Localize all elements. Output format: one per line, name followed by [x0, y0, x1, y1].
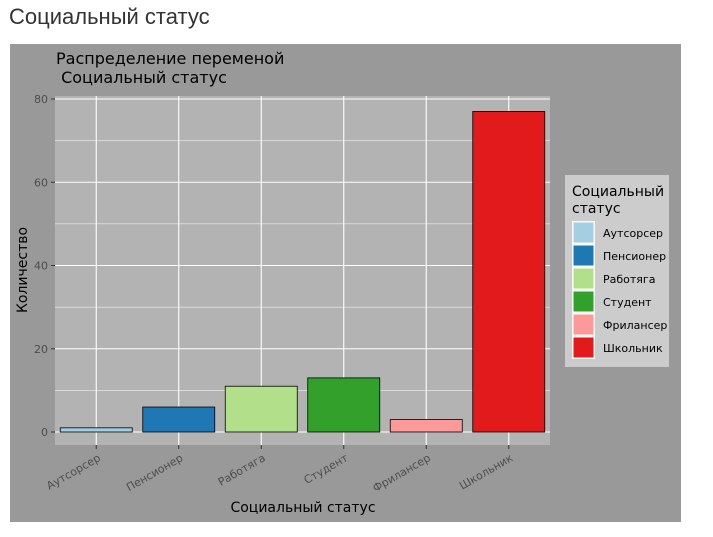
x-axis-label: Социальный статус [230, 500, 375, 516]
legend-label-5: Школьник [603, 342, 663, 355]
legend-title-line-2: статус [572, 201, 621, 217]
bar-0 [59, 427, 133, 433]
bars [59, 111, 546, 433]
y-axis-label: Количество [15, 227, 31, 313]
bar-2 [224, 385, 298, 433]
legend-swatch-5 [572, 336, 595, 359]
legend: Социальный статус Аутсорсер Пенсионер Рабо… [565, 175, 669, 367]
bar-3 [307, 377, 381, 433]
page-title: Социальный статус [9, 4, 210, 29]
legend-label-1: Пенсионер [603, 250, 666, 263]
y-tick-label: 80 [34, 93, 48, 106]
bar-4 [389, 419, 463, 433]
y-tick-label: 20 [34, 343, 48, 356]
plot-panel [55, 96, 550, 445]
legend-label-4: Фрилансер [603, 319, 667, 332]
legend-swatch-2 [572, 267, 595, 290]
bar-5 [472, 111, 546, 433]
y-axis: 0 20 40 60 80 [34, 93, 55, 439]
y-tick-label: 40 [34, 260, 48, 273]
legend-label-0: Аутсорсер [603, 227, 663, 240]
y-tick-label: 0 [41, 426, 48, 439]
legend-label-2: Работяга [603, 273, 655, 286]
legend-title-line-1: Социальный [572, 184, 664, 200]
legend-label-3: Студент [603, 296, 652, 309]
chart-title-line-1: Распределение переменой [56, 49, 284, 68]
legend-swatch-4 [572, 313, 595, 336]
bar-1 [142, 406, 216, 433]
legend-swatch-0 [572, 221, 595, 244]
chart-title-line-2: Социальный статус [56, 68, 227, 87]
legend-swatch-1 [572, 244, 595, 267]
y-tick-label: 60 [34, 176, 48, 189]
legend-swatch-3 [572, 290, 595, 313]
